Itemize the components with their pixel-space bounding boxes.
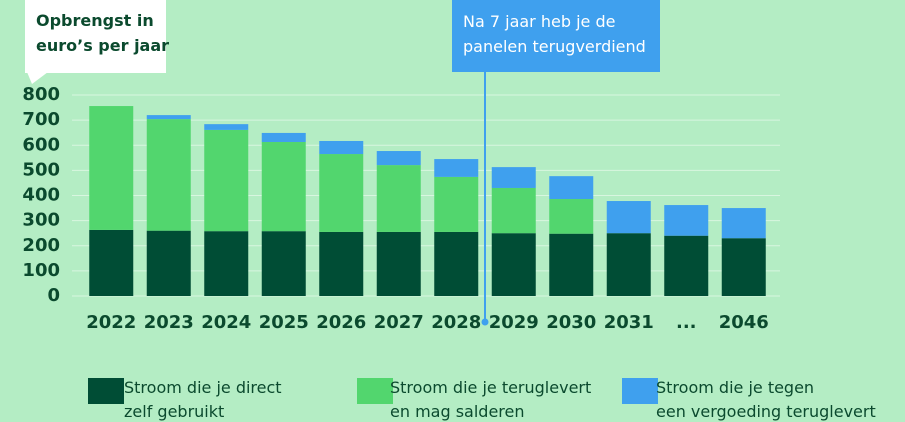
bar-segment [319,154,364,232]
bar-segment [146,115,191,120]
x-tick-label: 2026 [316,312,366,333]
y-tick-label: 0 [47,285,60,306]
y-tick-label: 100 [22,260,60,281]
bar-segment [319,140,364,155]
y-tick-label: 400 [22,185,60,206]
x-tick-label: 2029 [489,312,539,333]
bar-segment [721,238,766,296]
legend-label: Stroom die je teruglevert en mag saldere… [390,378,592,421]
bar-segment [664,235,709,296]
chart-title: Opbrengst in euro’s per jaar [36,11,170,55]
bar-segment [261,231,306,296]
bar-segment [204,231,249,296]
bar-segment [261,132,306,142]
bar-segment [376,151,421,166]
bar-segment [606,201,651,234]
bar-segment [549,233,594,296]
bar-segment [434,176,479,232]
bar-segment [664,205,709,236]
x-tick-label: 2024 [201,312,251,333]
x-tick-label: 2023 [144,312,194,333]
y-tick-label: 200 [22,235,60,256]
annotation-dot [481,318,489,326]
bar-segment [146,119,191,231]
y-tick-label: 800 [22,84,60,105]
bar-segment [204,124,249,130]
legend-swatch [357,378,393,404]
legend-label: Stroom die je tegen een vergoeding terug… [656,378,876,421]
y-tick-label: 500 [22,159,60,180]
legend-swatch [622,378,658,404]
annotation-box [452,0,660,72]
bar-segment [606,233,651,296]
x-tick-label: 2025 [259,312,309,333]
x-tick-label: 2031 [604,312,654,333]
y-tick-label: 300 [22,210,60,231]
bar-segment [434,231,479,296]
bar-segment [376,231,421,296]
bar-segment [491,167,536,188]
bar-segment [549,176,594,200]
title-box [25,0,166,73]
x-tick-label: 2030 [546,312,596,333]
bar-segment [261,141,306,232]
bar-segment [721,208,766,239]
bar-segment [434,159,479,177]
x-tick-label: 2028 [431,312,481,333]
bar-segment [491,233,536,296]
legend-label: Stroom die je direct zelf gebruikt [124,378,282,421]
x-tick-label: 2022 [86,312,136,333]
x-tick-label: ... [676,312,697,333]
bar-segment [491,187,536,234]
x-tick-label: 2046 [719,312,769,333]
bar-segment [146,230,191,296]
bar-segment [89,106,134,230]
bar-segment [204,129,249,232]
bar-segment [376,165,421,232]
bar-segment [89,229,134,296]
x-tick-label: 2027 [374,312,424,333]
bar-segment [319,231,364,296]
legend-swatch [88,378,124,404]
y-tick-label: 600 [22,134,60,155]
callout-pointer [27,72,48,84]
y-tick-label: 700 [22,109,60,130]
bar-segment [549,199,594,234]
annotation: Na 7 jaar heb je de panelen terugverdien… [463,12,646,56]
